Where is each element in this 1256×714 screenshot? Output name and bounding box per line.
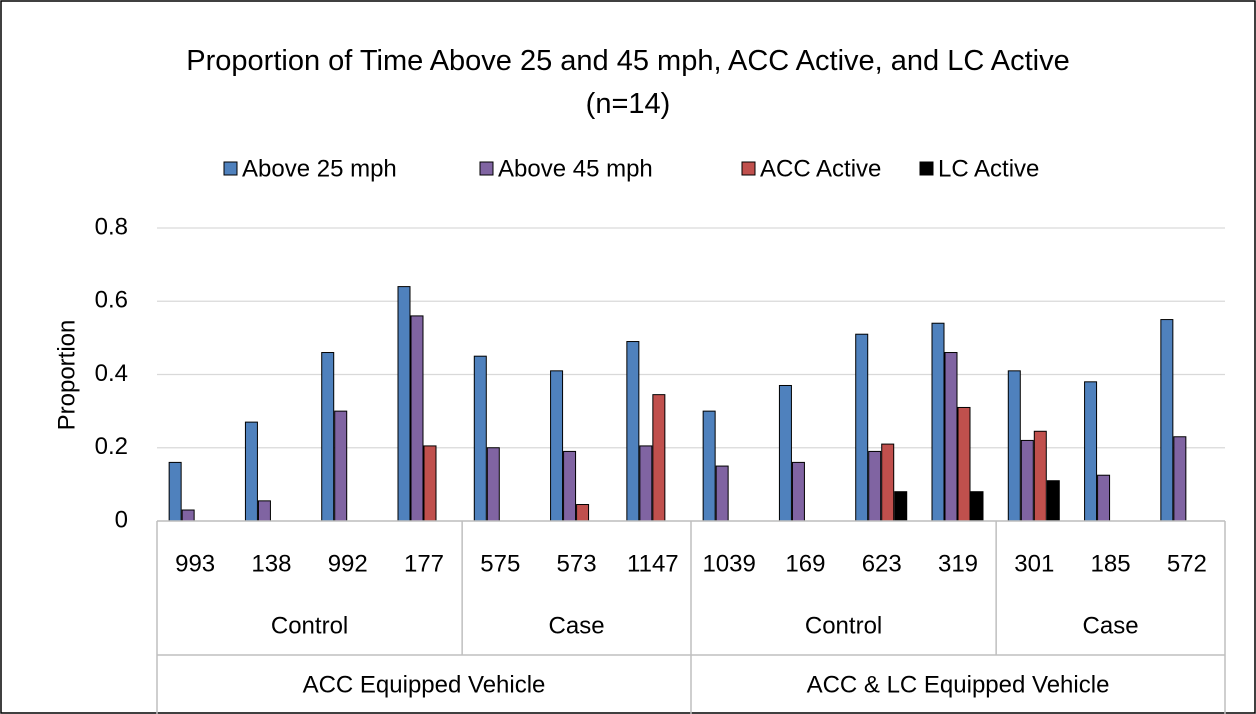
bar bbox=[550, 370, 564, 522]
bar bbox=[410, 315, 424, 522]
bar bbox=[181, 509, 195, 522]
legend-label: Above 45 mph bbox=[498, 155, 653, 182]
bar bbox=[639, 445, 653, 522]
x-tick-label: 993 bbox=[175, 550, 215, 577]
bar bbox=[257, 500, 271, 522]
bar bbox=[702, 410, 716, 522]
bar bbox=[1160, 319, 1174, 522]
bar bbox=[1033, 430, 1047, 522]
x-tick-label: 319 bbox=[938, 550, 978, 577]
bar bbox=[397, 286, 411, 522]
bar bbox=[855, 333, 869, 522]
y-tick-label: 0.6 bbox=[95, 287, 128, 314]
bar bbox=[652, 394, 666, 522]
x-tick-label: 623 bbox=[862, 550, 902, 577]
bar bbox=[715, 465, 729, 522]
group-label: ACC Equipped Vehicle bbox=[303, 671, 546, 698]
x-tick-label: 185 bbox=[1091, 550, 1131, 577]
x-tick-label: 573 bbox=[557, 550, 597, 577]
subgroup-label: Control bbox=[805, 612, 882, 639]
legend-label: Above 25 mph bbox=[242, 155, 397, 182]
x-tick-label: 575 bbox=[480, 550, 520, 577]
bar bbox=[868, 450, 882, 522]
x-tick-label: 301 bbox=[1014, 550, 1054, 577]
bar bbox=[1097, 474, 1111, 522]
bar bbox=[881, 443, 895, 522]
y-axis-label: Proportion bbox=[53, 320, 80, 431]
x-tick-label: 138 bbox=[251, 550, 291, 577]
y-tick-label: 0 bbox=[115, 506, 128, 533]
bar bbox=[168, 461, 182, 522]
x-tick-label: 992 bbox=[328, 550, 368, 577]
bar bbox=[970, 491, 984, 522]
bar bbox=[626, 341, 640, 522]
bar bbox=[1084, 381, 1098, 522]
chart-title: Proportion of Time Above 25 and 45 mph, … bbox=[186, 45, 1070, 120]
bar bbox=[563, 450, 577, 522]
x-tick-label: 1039 bbox=[702, 550, 755, 577]
bar bbox=[1007, 370, 1021, 522]
subgroup-label: Control bbox=[271, 612, 348, 639]
bar bbox=[1046, 480, 1060, 522]
bar bbox=[1020, 439, 1034, 522]
bar bbox=[473, 355, 487, 522]
y-tick-label: 0.4 bbox=[95, 360, 128, 387]
legend-swatch bbox=[919, 161, 934, 176]
bar bbox=[931, 322, 945, 522]
legend-swatch bbox=[741, 161, 756, 176]
bar bbox=[244, 421, 258, 522]
x-tick-label: 1147 bbox=[627, 550, 679, 577]
bar bbox=[486, 447, 500, 522]
subgroup-label: Case bbox=[1083, 612, 1139, 639]
y-tick-label: 0.2 bbox=[95, 433, 128, 460]
legend-label: ACC Active bbox=[760, 155, 881, 182]
bar bbox=[334, 410, 348, 522]
subgroup-label: Case bbox=[549, 612, 605, 639]
x-tick-label: 572 bbox=[1167, 550, 1207, 577]
bar bbox=[957, 406, 971, 522]
x-tick-label: 177 bbox=[404, 550, 444, 577]
x-tick-label: 169 bbox=[785, 550, 825, 577]
legend-swatch bbox=[223, 161, 238, 176]
bar bbox=[1173, 436, 1187, 522]
bar bbox=[778, 384, 792, 522]
legend-label: LC Active bbox=[938, 155, 1039, 182]
bar bbox=[894, 491, 908, 522]
bar bbox=[791, 461, 805, 522]
y-tick-label: 0.8 bbox=[95, 213, 128, 240]
bar bbox=[944, 352, 958, 522]
bar bbox=[423, 445, 437, 522]
group-label: ACC & LC Equipped Vehicle bbox=[807, 671, 1110, 698]
bar bbox=[576, 504, 590, 522]
legend-swatch bbox=[479, 161, 494, 176]
bar bbox=[321, 352, 335, 522]
